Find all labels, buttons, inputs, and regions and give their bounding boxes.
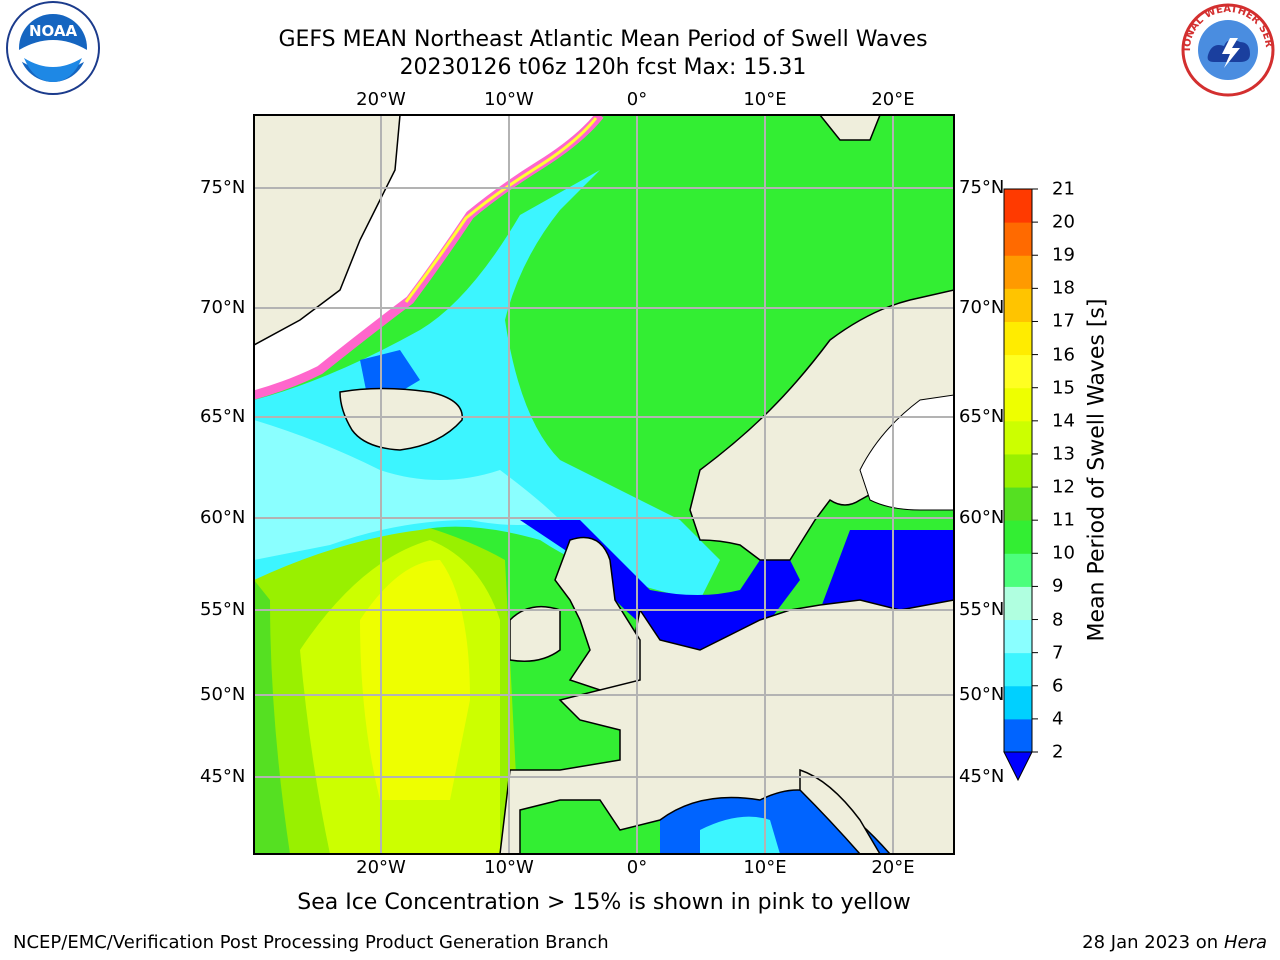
colorbar-segment	[1004, 321, 1032, 356]
lat-label-left: 60°N	[200, 507, 246, 528]
colorbar-segment	[1004, 255, 1032, 289]
greenland-land	[254, 115, 401, 346]
colorbar-tick-label: 11	[1052, 509, 1075, 531]
lat-label-left: 55°N	[200, 599, 246, 620]
lat-label-right: 70°N	[959, 297, 1005, 318]
colorbar-segment	[1004, 453, 1032, 488]
lon-label-top: 0°	[626, 89, 648, 110]
lat-label-right: 60°N	[959, 507, 1005, 528]
lon-label-top: 20°W	[356, 89, 406, 110]
lon-label-top: 20°E	[871, 89, 915, 110]
lat-label-left: 75°N	[200, 177, 246, 198]
colorbar	[1003, 188, 1038, 782]
lat-label-left: 70°N	[200, 297, 246, 318]
swell-zone-med-cyan	[700, 816, 780, 854]
lat-label-left: 65°N	[200, 406, 246, 427]
iceland	[339, 387, 463, 451]
lon-label-top: 10°W	[484, 89, 534, 110]
colorbar-segment	[1004, 420, 1032, 455]
lat-label-right: 55°N	[959, 599, 1005, 620]
colorbar-tick-label: 15	[1052, 377, 1075, 399]
swell-zone-baltic	[820, 530, 954, 610]
map-frame	[253, 114, 955, 855]
italy	[799, 768, 881, 854]
noaa-logo: NOAA	[6, 1, 100, 95]
lon-label-bottom: 0°	[626, 857, 648, 878]
lat-label-right: 75°N	[959, 177, 1005, 198]
colorbar-tick-label: 9	[1052, 575, 1064, 597]
swell-zone-green	[254, 580, 290, 854]
colorbar-tick-label: 14	[1052, 410, 1075, 432]
lat-label-right: 45°N	[959, 766, 1005, 787]
colorbar-segment	[1004, 288, 1032, 322]
colorbar-tick-label: 4	[1052, 708, 1064, 730]
lon-label-bottom: 20°E	[871, 857, 915, 878]
sea-ice-note: Sea Ice Concentration > 15% is shown in …	[297, 890, 911, 915]
colorbar-tick-label: 10	[1052, 542, 1075, 564]
gulf-of-bothnia	[859, 394, 954, 511]
colorbar-tick-label: 6	[1052, 675, 1064, 697]
colorbar-segment	[1004, 189, 1032, 223]
nws-logo: NATIONAL WEATHER SERVICE	[1178, 0, 1275, 97]
colorbar-tick-label: 7	[1052, 642, 1064, 664]
continental-europe	[499, 599, 954, 854]
footer-date: 28 Jan 2023 on Hera	[1082, 932, 1267, 953]
swell-zone-lightcyan	[254, 420, 560, 560]
lat-label-left: 45°N	[200, 766, 246, 787]
great-britain	[554, 536, 641, 691]
colorbar-frame	[1003, 188, 1033, 753]
colorbar-tick-label: 18	[1052, 277, 1075, 299]
colorbar-segment	[1004, 354, 1032, 389]
lon-label-bottom: 10°W	[484, 857, 534, 878]
colorbar-extend-arrow	[1003, 751, 1033, 782]
graticule	[254, 115, 954, 854]
colorbar-tick-label: 20	[1052, 211, 1075, 233]
svalbard	[819, 115, 881, 141]
colorbar-tick-label: 2	[1052, 741, 1064, 763]
lat-label-right: 65°N	[959, 406, 1005, 427]
colorbar-segment	[1004, 619, 1032, 654]
colorbar-tick-label: 13	[1052, 443, 1075, 465]
colorbar-tick-label: 17	[1052, 310, 1075, 332]
colorbar-tick-label: 8	[1052, 609, 1064, 631]
colorbar-tick-label: 21	[1052, 178, 1075, 200]
colorbar-tick-label: 16	[1052, 344, 1075, 366]
chart-title: GEFS MEAN Northeast Atlantic Mean Period…	[278, 27, 928, 52]
colorbar-segment	[1004, 718, 1032, 753]
lat-label-right: 50°N	[959, 684, 1005, 705]
colorbar-segment	[1004, 685, 1032, 720]
colorbar-segment	[1004, 487, 1032, 521]
lon-label-bottom: 20°W	[356, 857, 406, 878]
lon-label-top: 10°E	[743, 89, 787, 110]
svg-text:NOAA: NOAA	[29, 22, 78, 40]
colorbar-segment	[1004, 553, 1032, 587]
colorbar-segment	[1004, 387, 1032, 422]
colorbar-segment	[1004, 222, 1032, 256]
swell-zone-max	[360, 560, 470, 800]
lon-label-bottom: 10°E	[743, 857, 787, 878]
footer-credit: NCEP/EMC/Verification Post Processing Pr…	[13, 932, 609, 953]
colorbar-segment	[1004, 520, 1032, 554]
colorbar-segment	[1004, 652, 1032, 687]
colorbar-segment	[1004, 586, 1032, 621]
chart-subtitle: 20230126 t06z 120h fcst Max: 15.31	[399, 55, 807, 80]
ireland	[509, 605, 561, 662]
colorbar-label: Mean Period of Swell Waves [s]	[1084, 298, 1110, 642]
lat-label-left: 50°N	[200, 684, 246, 705]
colorbar-tick-label: 12	[1052, 476, 1075, 498]
colorbar-tick-label: 19	[1052, 244, 1075, 266]
sea-ice-edge-yellow	[404, 117, 598, 303]
